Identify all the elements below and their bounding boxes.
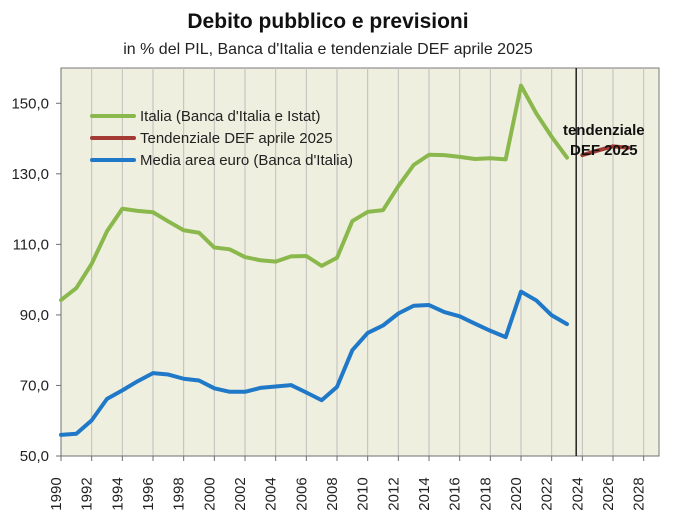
- plot-area: [60, 67, 660, 457]
- chart-title: Debito pubblico e previsioni: [187, 10, 468, 33]
- y-tick-label-90,0: 90,0: [20, 307, 49, 324]
- y-tick-label-110,0: 110,0: [13, 236, 49, 253]
- x-tick-label-2022: 2022: [539, 477, 556, 510]
- series-line-1: [59, 83, 569, 303]
- series-layer: [59, 68, 631, 456]
- y-tick-label-150,0: 150,0: [11, 95, 49, 112]
- legend-label-1: Italia (Banca d'Italia e Istat): [140, 108, 320, 125]
- x-tick-label-2016: 2016: [447, 477, 464, 510]
- x-tick-label-2026: 2026: [600, 477, 617, 510]
- x-tick-label-2018: 2018: [477, 477, 494, 510]
- x-tick-label-2002: 2002: [232, 477, 249, 510]
- x-tick-label-2014: 2014: [416, 477, 433, 510]
- tick-labels: 50,0 70,0 90,0 110,0 130,0 150,0 1990 1992 1994 1…: [11, 95, 647, 510]
- chart-subtitle: in % del PIL, Banca d'Italia e tendenzia…: [123, 41, 533, 58]
- legend-label-3: Media area euro (Banca d'Italia): [140, 152, 353, 169]
- x-tick-label-2024: 2024: [569, 477, 586, 510]
- x-tick-label-1996: 1996: [140, 477, 157, 510]
- x-tick-label-2006: 2006: [293, 477, 310, 510]
- x-tick-label-2028: 2028: [631, 477, 648, 510]
- x-tick-label-1990: 1990: [48, 477, 65, 510]
- annotation-line-2: DEF 2025: [570, 142, 638, 159]
- y-tick-label-70,0: 70,0: [20, 377, 49, 394]
- x-tick-label-2000: 2000: [201, 477, 218, 510]
- x-tick-label-2020: 2020: [508, 477, 525, 510]
- x-tick-label-1994: 1994: [109, 477, 126, 510]
- x-tick-label-2012: 2012: [385, 477, 402, 510]
- axis-lines: [56, 68, 659, 461]
- x-tick-label-1998: 1998: [171, 477, 188, 510]
- legend: Italia (Banca d'Italia e Istat) Tendenzia…: [90, 108, 353, 169]
- x-tick-label-2008: 2008: [324, 477, 341, 510]
- annotation-1: tendenziale DEF 2025: [563, 122, 645, 159]
- annotation-line-1: tendenziale: [563, 122, 645, 139]
- annotation-layer: tendenziale DEF 2025: [563, 122, 645, 159]
- y-tick-label-130,0: 130,0: [11, 166, 49, 183]
- x-tick-label-1992: 1992: [79, 477, 96, 510]
- x-tick-label-2004: 2004: [263, 477, 280, 510]
- series-line-2: [580, 144, 631, 158]
- legend-label-2: Tendenziale DEF aprile 2025: [140, 130, 333, 147]
- series-line-3: [59, 289, 569, 437]
- x-tick-label-2010: 2010: [355, 477, 372, 510]
- y-tick-label-50,0: 50,0: [20, 448, 49, 465]
